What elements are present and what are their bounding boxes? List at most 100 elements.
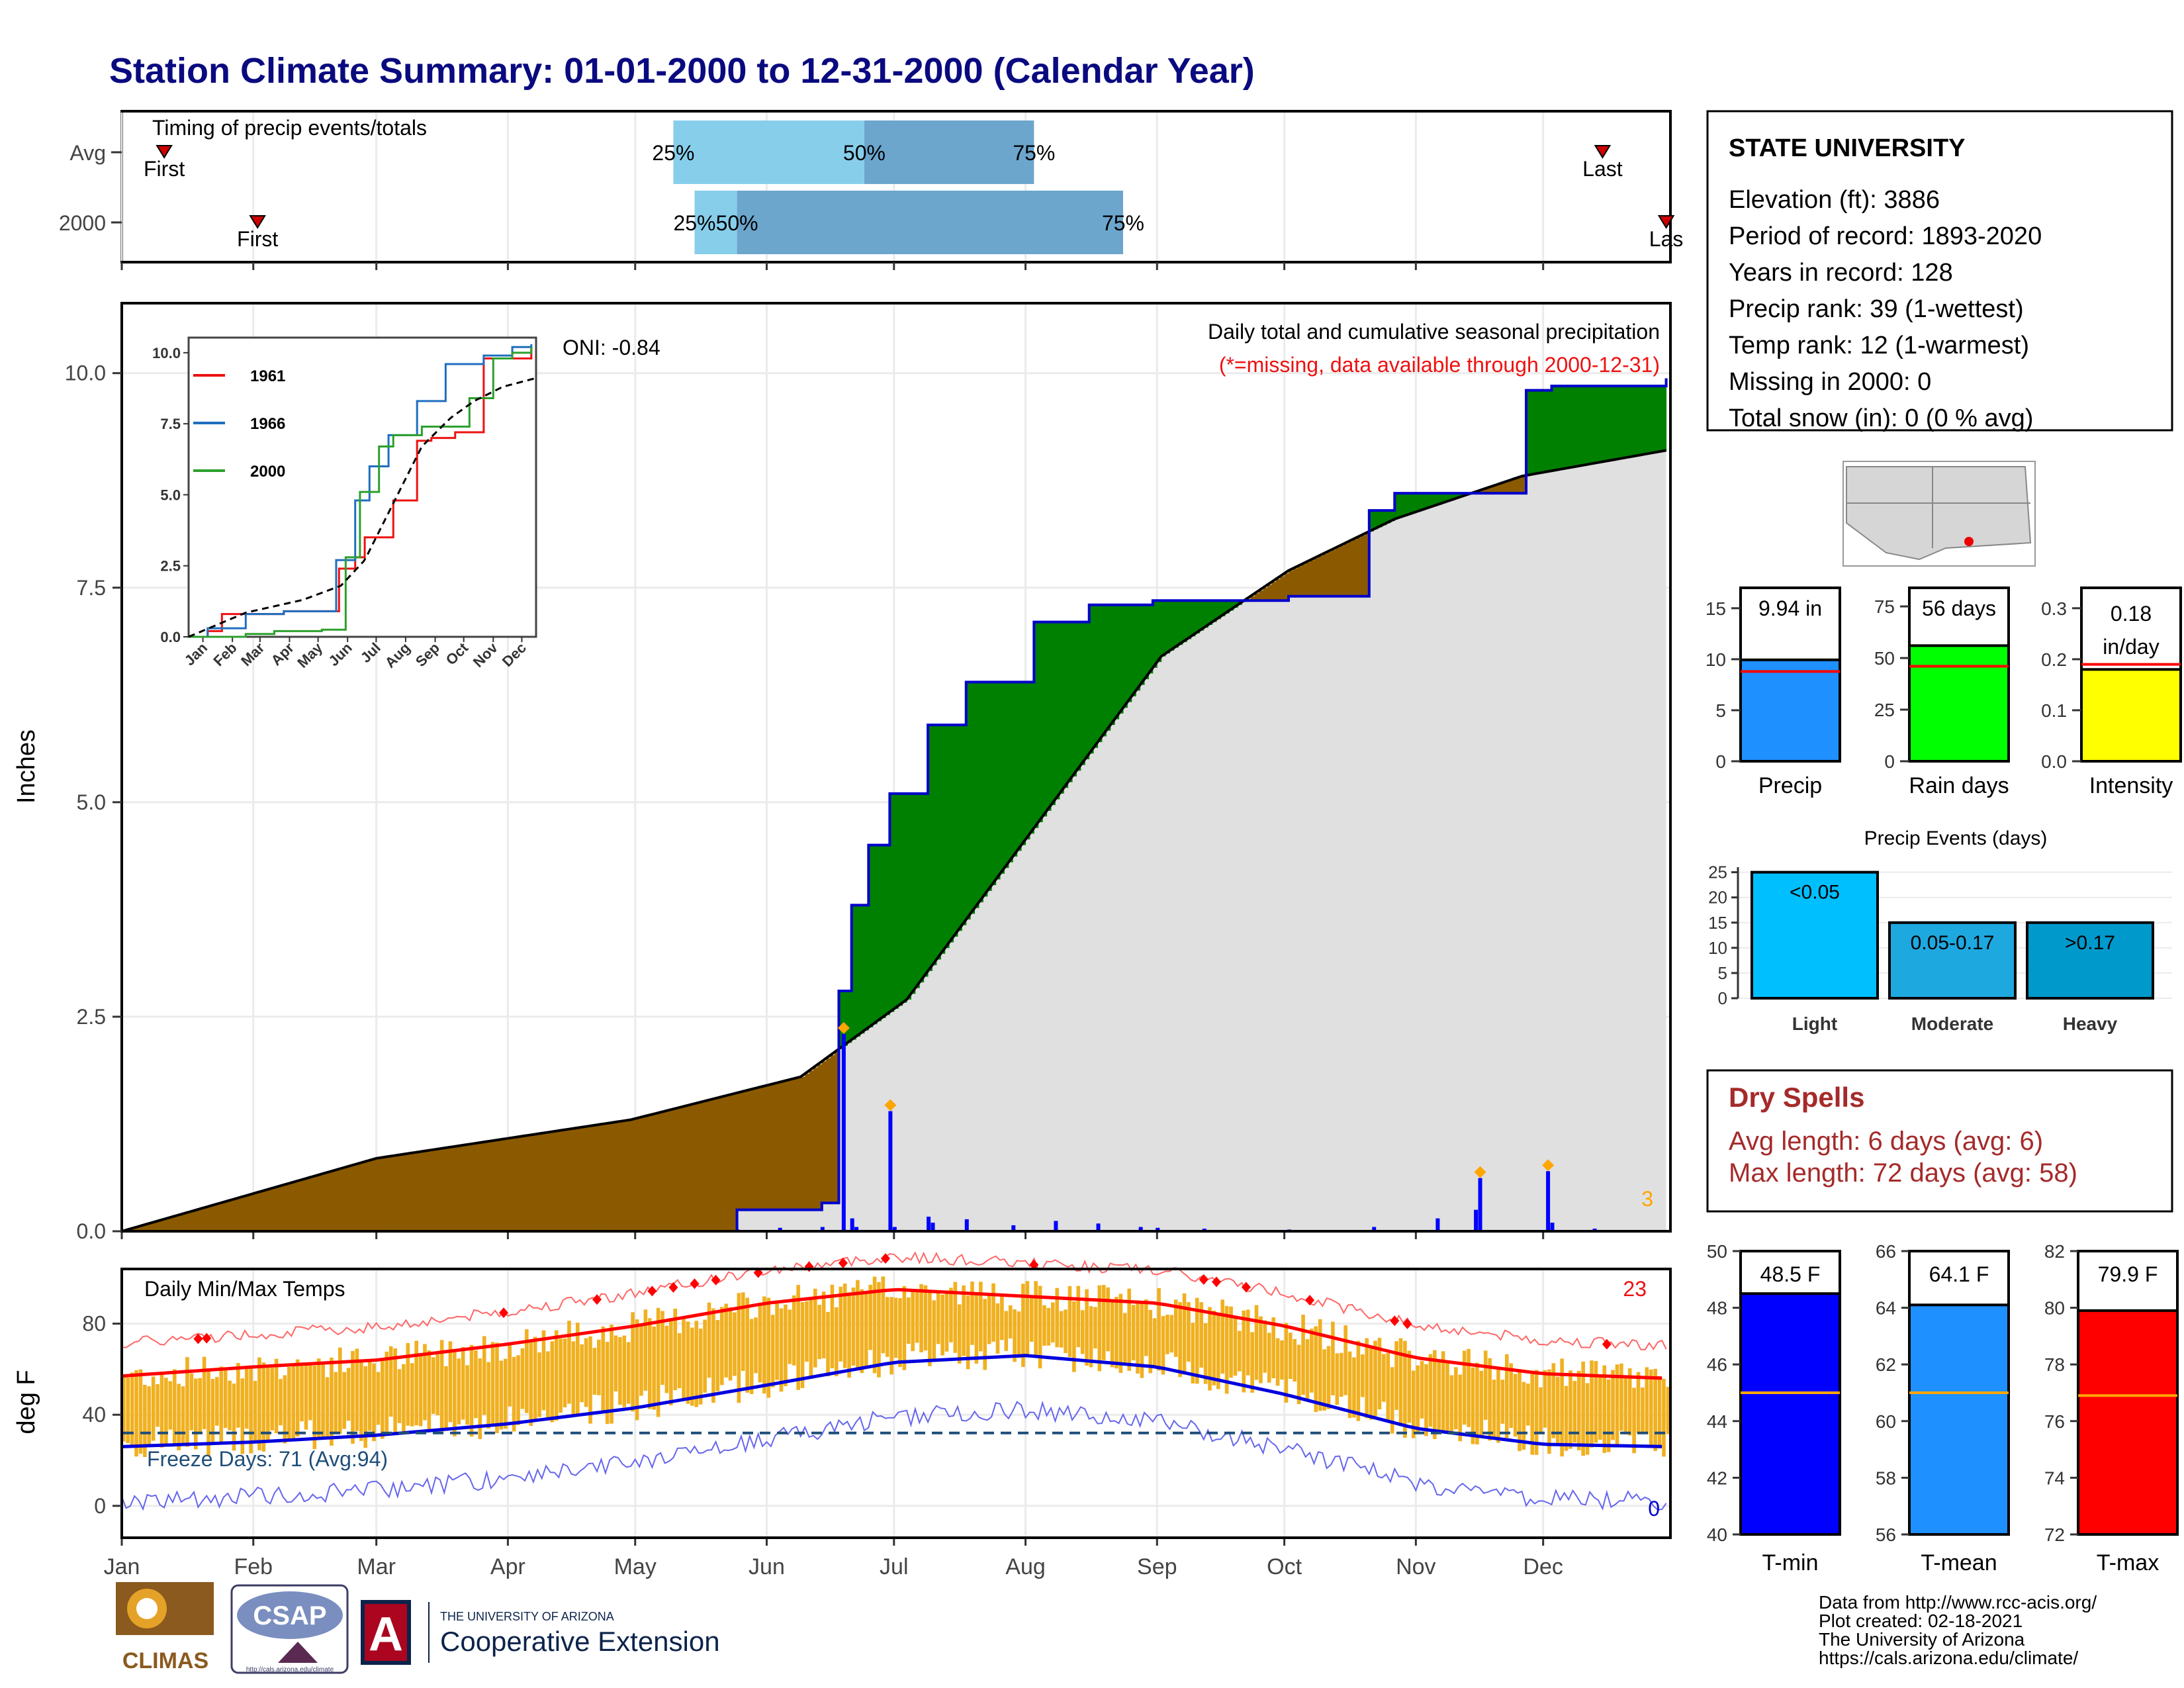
below-average-area <box>355 1164 360 1231</box>
daily-temp-bar <box>1187 1302 1191 1362</box>
temp-bar-tick-label: 80 <box>2044 1298 2065 1319</box>
daily-temp-bar <box>559 1338 563 1413</box>
inset-legend-label: 1966 <box>250 415 285 433</box>
below-average-area <box>703 1101 708 1231</box>
above-average-area <box>944 725 950 949</box>
above-average-area <box>1089 604 1094 754</box>
daily-temp-bar <box>610 1325 614 1424</box>
csap-logo-cloud <box>237 1591 343 1639</box>
daily-temp-bar <box>346 1368 351 1421</box>
below-average-area <box>223 1201 228 1231</box>
precip-missing-note: (*=missing, data available through 2000-… <box>1219 353 1660 377</box>
daily-temp-bar <box>1645 1367 1649 1434</box>
above-average-area <box>1382 510 1387 526</box>
daily-temp-bar <box>1271 1317 1275 1379</box>
daily-precip-bar <box>1550 1223 1555 1231</box>
avg-max-line <box>121 1288 1662 1380</box>
above-average-area <box>864 905 869 1031</box>
daily-temp-bar <box>1398 1338 1403 1427</box>
below-average-area <box>554 1131 559 1231</box>
daily-temp-bar <box>1289 1333 1293 1380</box>
daily-temp-bar <box>1369 1346 1373 1420</box>
below-average-area <box>1361 535 1365 596</box>
daily-temp-bar <box>983 1299 987 1370</box>
daily-temp-bar <box>575 1323 580 1415</box>
inset-y-tick-label: 2.5 <box>160 558 181 575</box>
daily-precip-bar <box>850 1218 854 1231</box>
daily-temp-bar <box>1513 1374 1518 1437</box>
daily-temp-bar <box>1390 1367 1394 1434</box>
events-tick-label: 20 <box>1708 888 1727 908</box>
below-average-area <box>516 1137 522 1231</box>
daily-temp-bar <box>1199 1302 1203 1368</box>
above-average-area <box>1025 682 1030 840</box>
daily-precip-bar <box>820 1227 825 1231</box>
climas-logo-text: CLIMAS <box>122 1648 208 1673</box>
daily-temp-bar <box>758 1305 762 1383</box>
daily-temp-bar <box>1326 1346 1331 1409</box>
daily-temp-bar <box>291 1364 296 1440</box>
daily-temp-bar <box>486 1362 490 1429</box>
daily-temp-bar <box>1042 1305 1046 1346</box>
daily-temp-bar <box>724 1303 728 1378</box>
temp-bar-tick-label: 48 <box>1707 1298 1727 1319</box>
avg-cumulative-line <box>121 449 1666 1233</box>
daily-temp-bar <box>474 1350 478 1419</box>
temp-bar-tick-label: 74 <box>2044 1468 2065 1488</box>
below-average-area <box>656 1113 661 1231</box>
below-average-area <box>639 1117 645 1231</box>
below-average-area <box>414 1152 420 1231</box>
precip-events-chart: Precip Events (days) 0 5 10 15 20 25 <0.05 Ligh… <box>1708 827 2172 1034</box>
daily-temp-bar <box>265 1366 270 1441</box>
daily-temp-bar <box>1636 1372 1641 1434</box>
temp-bar-tick-label: 64 <box>1876 1298 1896 1319</box>
below-average-area <box>159 1220 165 1231</box>
above-average-area <box>1632 386 1637 457</box>
inset-year-line <box>189 347 533 638</box>
events-bar-label: <0.05 <box>1790 882 1840 904</box>
below-average-area <box>533 1134 538 1231</box>
daily-temp-bar <box>1000 1296 1004 1340</box>
daily-temp-bar <box>1441 1351 1445 1433</box>
timing-q75-label: 75% <box>1102 211 1144 235</box>
daily-temp-bar <box>1106 1287 1110 1352</box>
daily-temp-bar <box>156 1384 159 1427</box>
above-average-area <box>915 793 920 988</box>
below-average-area <box>1254 593 1259 601</box>
daily-temp-bar <box>1076 1286 1081 1348</box>
below-average-area <box>597 1125 602 1231</box>
daily-temp-bar <box>1284 1323 1289 1403</box>
daily-precip-bar <box>888 1111 893 1231</box>
month-label: May <box>614 1554 657 1579</box>
daily-temp-bar <box>592 1348 597 1395</box>
daily-temp-bar <box>193 1378 198 1450</box>
timing-bar-q25-q50 <box>673 120 864 184</box>
record-high-marker <box>1305 1295 1315 1306</box>
month-label: Jan <box>104 1554 140 1579</box>
daily-temp-bar <box>741 1292 745 1372</box>
inset-year-line <box>189 344 533 638</box>
temp-panel-label: Daily Min/Max Temps <box>144 1277 345 1301</box>
daily-temp-bar <box>410 1363 414 1427</box>
record-high-marker <box>1390 1315 1400 1327</box>
daily-temp-bar <box>1131 1305 1136 1360</box>
page-title: Station Climate Summary: 01-01-2000 to 1… <box>109 51 1255 91</box>
daily-temp-bar <box>1424 1364 1428 1436</box>
above-average-area <box>860 905 865 1034</box>
daily-temp-bar <box>1335 1353 1340 1405</box>
above-average-area <box>1097 604 1103 743</box>
footer-line-2: Plot created: 02-18-2021 <box>1819 1611 2023 1631</box>
below-average-area <box>300 1180 305 1231</box>
daily-temp-bar <box>1445 1362 1449 1433</box>
summary-bar-tick-label: 50 <box>1874 648 1895 669</box>
below-average-area <box>588 1126 594 1231</box>
below-average-area <box>490 1141 496 1231</box>
temp-bar-value: 48.5 F <box>1760 1262 1821 1286</box>
above-average-area <box>1224 600 1230 614</box>
summary-bars: 9.94 in 0 5 10 15 Precip 56 days 0 25 50 75 Rain da… <box>1706 586 2182 798</box>
daily-temp-bar <box>652 1326 656 1410</box>
ua-logo-badge <box>361 1600 411 1665</box>
inset-legend-label: 2000 <box>250 463 285 481</box>
precip-y-tick-label: 7.5 <box>77 576 106 600</box>
